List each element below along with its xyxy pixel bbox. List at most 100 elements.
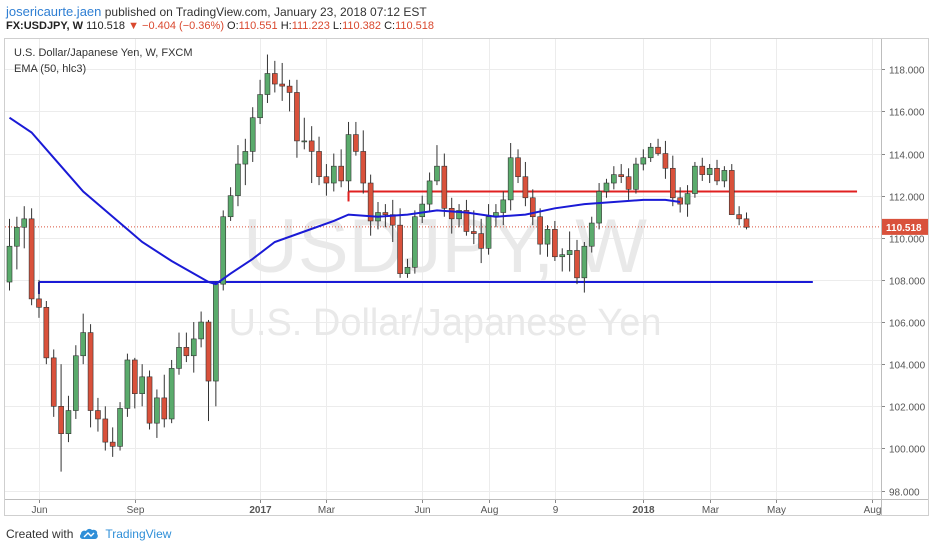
price-chart[interactable]: USDJPY, W U.S. Dollar/Japanese Yen 98.00… [5, 39, 928, 516]
candle-body [507, 157, 514, 201]
candle-body [50, 357, 57, 407]
published-text: published on TradingView.com, January 23… [104, 5, 427, 19]
candle-body [242, 151, 249, 165]
candle-body [36, 298, 42, 308]
x-tick-label: Mar [318, 505, 336, 515]
candle-body [552, 229, 558, 258]
axes: 98.000 100.000 102.000 104.000 106.000 108.00… [5, 39, 928, 516]
candle-body [286, 85, 293, 93]
candle-body [227, 195, 234, 218]
candle-body [559, 254, 566, 258]
candle-body [257, 94, 263, 119]
candle-body [249, 117, 256, 152]
candle-body [692, 165, 698, 194]
y-tick-label: 98.000 [889, 488, 920, 499]
open-value: 110.551 [238, 20, 278, 32]
candle-body [669, 167, 676, 199]
last-price-label-bg [882, 218, 928, 235]
candle-body [139, 376, 145, 394]
x-tick-label: 2017 [249, 505, 272, 515]
candle-body [301, 140, 308, 143]
candle-body [522, 176, 529, 199]
candle-body [124, 359, 131, 409]
y-tick-label: 118.000 [889, 66, 925, 77]
low-label: L: [332, 20, 343, 32]
candle-body [456, 210, 462, 220]
x-tick-label: Jun [414, 505, 430, 515]
candle-body [603, 182, 610, 192]
candle-body [323, 176, 330, 184]
candle-body [471, 231, 477, 234]
candle-body [721, 170, 728, 182]
candle-body [109, 441, 116, 447]
legend-title: U.S. Dollar/Japanese Yen, W, FXCM [14, 47, 193, 59]
candle-body [397, 224, 403, 274]
tradingview-cloud-icon [80, 528, 99, 539]
candle-body [706, 167, 713, 175]
candle-body [338, 165, 344, 182]
created-with-label: Created with [6, 527, 74, 541]
candle-body [485, 216, 492, 249]
candle-body [419, 203, 426, 218]
last-price: 110.518 [86, 20, 126, 32]
candle-body [728, 170, 735, 215]
y-tick-label: 104.000 [889, 361, 926, 372]
x-tick-label: Aug [864, 505, 882, 515]
candle-body [529, 197, 536, 218]
candle-body [330, 165, 337, 184]
x-tick-label: Jun [31, 505, 47, 515]
y-tick-label: 100.000 [889, 445, 926, 456]
y-tick-label: 106.000 [889, 319, 926, 330]
candle-body [264, 73, 271, 95]
candle-body [183, 347, 190, 357]
candle-body [581, 245, 588, 279]
candle-body [640, 157, 647, 165]
candle-body [272, 73, 278, 85]
chart-legend: U.S. Dollar/Japanese Yen, W, FXCM EMA (5… [14, 47, 193, 75]
candle-body [647, 146, 654, 159]
candle-body [662, 153, 669, 169]
grid-lines [5, 39, 881, 499]
candle-body [6, 245, 13, 283]
author-link[interactable]: josericaurte.jaen [6, 4, 102, 19]
symbol-info-line: FX:USDJPY, W 110.518 ▼ −0.404 (−0.36%) O… [6, 20, 434, 32]
candle-body [117, 408, 123, 447]
candle-body [43, 307, 50, 359]
candle-body [404, 266, 411, 274]
open-label: O: [227, 20, 239, 32]
candle-body [360, 151, 367, 184]
candle-body [154, 397, 160, 424]
tradingview-brand[interactable]: TradingView [105, 527, 172, 541]
watermark: USDJPY, W U.S. Dollar/Japanese Yen [228, 204, 661, 344]
candle-body [448, 208, 455, 220]
y-tick-label: 116.000 [889, 108, 925, 119]
ema-line [8, 116, 681, 286]
candle-body [73, 355, 79, 411]
candle-body [596, 191, 602, 224]
candle-body [515, 157, 521, 178]
candle-body [463, 210, 470, 232]
candle-body [537, 216, 543, 245]
watermark-symbol: USDJPY, W [243, 204, 647, 289]
y-tick-label: 114.000 [889, 151, 925, 162]
x-tick-label: 2018 [632, 505, 655, 515]
x-tick-label: 9 [553, 505, 559, 515]
candle-body [441, 165, 448, 209]
x-tick-label: Sep [127, 505, 145, 515]
symbol-label: FX:USDJPY, W [6, 20, 84, 32]
x-tick-label: May [767, 505, 786, 515]
candle-body [736, 214, 742, 220]
candle-body [389, 214, 396, 226]
candle-body [743, 218, 750, 228]
ema-line-group [8, 116, 681, 286]
candle-body [190, 338, 197, 357]
candle-body [566, 250, 573, 255]
candle-body [65, 410, 72, 434]
candle-body [58, 406, 64, 434]
last-price-label: 110.518 [886, 223, 922, 234]
candle-body [574, 250, 580, 279]
candle-body [353, 134, 359, 152]
candle-body [345, 134, 352, 182]
candle-body [611, 174, 617, 184]
legend-indicator: EMA (50, hlc3) [14, 63, 86, 75]
